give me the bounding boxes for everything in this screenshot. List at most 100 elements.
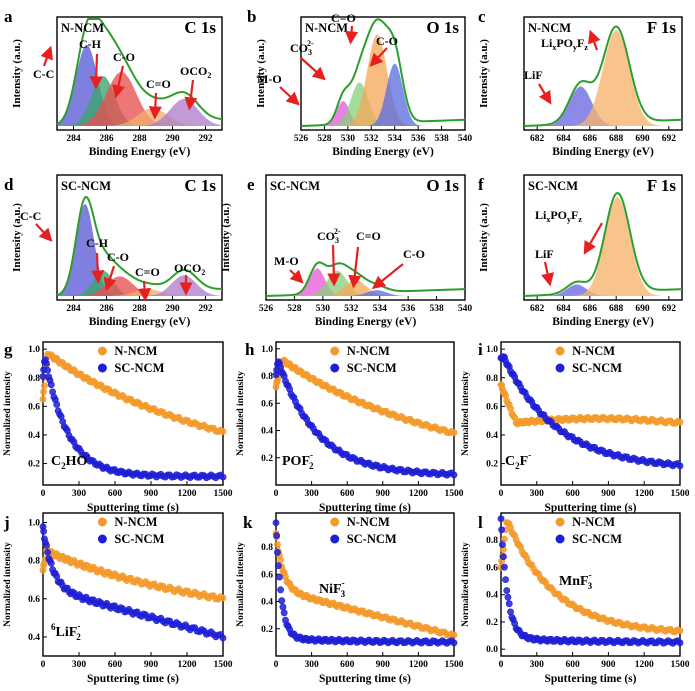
x-tick-label: 540 <box>458 134 473 144</box>
plot-frame <box>42 512 224 657</box>
annotation-arrow <box>112 65 125 99</box>
legend-marker-n-ncm <box>555 346 565 356</box>
x-tick-label: 684 <box>556 304 571 314</box>
data-point-sc-ncm <box>40 527 48 535</box>
peak-c-o <box>266 290 465 296</box>
panel-a: a 284 286 288 290 292 Binding Energy (eV) Inten… <box>4 7 223 158</box>
x-tick-label: 0 <box>41 489 46 499</box>
data-point-sc-ncm <box>499 541 506 549</box>
y-tick-label: 0.4 <box>261 598 273 608</box>
y-tick-label: 0.4 <box>486 431 498 441</box>
peak-annotation: C-C <box>20 209 41 223</box>
sample-label: SC-NCM <box>528 179 578 193</box>
peak-annotation: C-H <box>86 236 109 250</box>
species-label: NiF-3 <box>319 578 346 599</box>
x-tick-label: 292 <box>198 304 213 314</box>
element-label: F 1s <box>647 18 677 37</box>
annotation-arrow <box>89 53 103 90</box>
x-axis-label: Binding Energy (eV) <box>552 146 654 158</box>
panel-letter: f <box>478 175 484 194</box>
peak-annotation: LiF <box>535 247 554 261</box>
x-tick-label: 900 <box>376 489 391 499</box>
peak-annotation: C-O <box>107 250 129 264</box>
x-axis-label: Sputtering time (s) <box>87 502 179 514</box>
y-tick-label: 1.0 <box>28 345 40 355</box>
y-axis-label: Normalized intensity <box>236 542 246 627</box>
envelope-fit-line <box>300 18 466 127</box>
panel-b: b 526 528 530 532 534 536 538 540 Binding Energy … <box>247 7 472 158</box>
x-axis-label: Sputtering time (s) <box>319 673 411 685</box>
x-tick-label: 526 <box>294 134 309 144</box>
envelope-fit-line <box>523 192 683 297</box>
legend-label-sc-ncm: SC-NCM <box>114 361 164 375</box>
data-point-sc-ncm <box>497 515 505 523</box>
legend-label-sc-ncm: SC-NCM <box>572 361 622 375</box>
x-tick-label: 1500 <box>671 489 690 499</box>
x-tick-label: 690 <box>635 134 650 144</box>
peak-lif <box>524 284 682 296</box>
data-point-n-ncm <box>219 594 227 602</box>
annotation-arrow <box>327 244 341 287</box>
annotation-arrow <box>35 223 53 242</box>
data-point-sc-ncm <box>43 542 50 549</box>
element-label: F 1s <box>647 176 677 195</box>
data-point-sc-ncm <box>47 559 55 567</box>
data-point-sc-ncm <box>279 603 287 611</box>
y-tick-label: 1.0 <box>28 519 40 529</box>
data-point-sc-ncm <box>274 562 282 570</box>
data-point-n-ncm <box>676 627 684 634</box>
panel-letter: j <box>3 513 10 532</box>
data-point-n-ncm <box>41 382 48 390</box>
x-tick-label: 300 <box>72 660 87 670</box>
x-tick-label: 536 <box>411 134 426 144</box>
x-tick-label: 284 <box>66 134 81 144</box>
panel-letter: i <box>478 340 483 359</box>
data-point-sc-ncm <box>450 639 458 647</box>
data-point-sc-ncm <box>44 366 51 374</box>
panel-letter: d <box>4 175 14 194</box>
x-tick-label: 686 <box>583 134 598 144</box>
peak-c-o <box>301 63 465 126</box>
plot-frame <box>300 16 466 131</box>
panel-letter: l <box>478 513 483 532</box>
legend-marker-n-ncm <box>555 517 565 527</box>
annotation-arrow <box>583 222 603 255</box>
plot-frame <box>275 341 455 486</box>
y-tick-label: 0.2 <box>261 625 273 635</box>
panel-k: k 0 300 600 900 1200 1500 Sputtering time (s) No… <box>236 512 464 685</box>
peak-annotation: CO32- <box>317 227 341 245</box>
peak-annotation: C-O <box>403 247 425 261</box>
x-tick-label: 682 <box>530 134 545 144</box>
panel-letter: e <box>247 175 255 194</box>
peak-annotation: C=O <box>135 265 160 279</box>
data-point-n-ncm <box>39 395 47 403</box>
envelope-fit-line <box>523 25 683 127</box>
x-tick-label: 900 <box>376 660 391 670</box>
peak-c-o <box>57 108 222 126</box>
panel-f: f 682 684 686 688 690 692 Binding Energy (eV) In… <box>478 174 683 328</box>
sample-label: N-NCM <box>305 21 348 35</box>
sample-label: N-NCM <box>528 21 571 35</box>
x-tick-label: 288 <box>132 304 147 314</box>
peak-annotation: OCO2 <box>180 64 211 80</box>
data-point-sc-ncm <box>44 548 51 556</box>
x-tick-label: 900 <box>144 489 159 499</box>
y-axis-label: Normalized intensity <box>236 371 246 456</box>
data-point-sc-ncm <box>498 526 506 534</box>
legend-marker-sc-ncm <box>97 363 107 373</box>
x-axis-label: Sputtering time (s) <box>545 673 637 685</box>
data-point-sc-ncm <box>280 609 288 617</box>
data-point-sc-ncm <box>676 462 684 470</box>
x-tick-label: 300 <box>304 489 319 499</box>
annotation-arrow <box>348 246 362 289</box>
element-label: C 1s <box>184 176 216 195</box>
x-tick-label: 690 <box>635 304 650 314</box>
x-tick-label: 1200 <box>635 660 654 670</box>
peak-lif <box>524 86 682 126</box>
annotation-arrow <box>184 79 198 111</box>
legend-label-n-ncm: N-NCM <box>114 515 157 529</box>
data-point-sc-ncm <box>501 563 508 571</box>
x-tick-label: 1200 <box>409 489 428 499</box>
y-axis-label: Intensity (a.u.) <box>11 203 23 272</box>
